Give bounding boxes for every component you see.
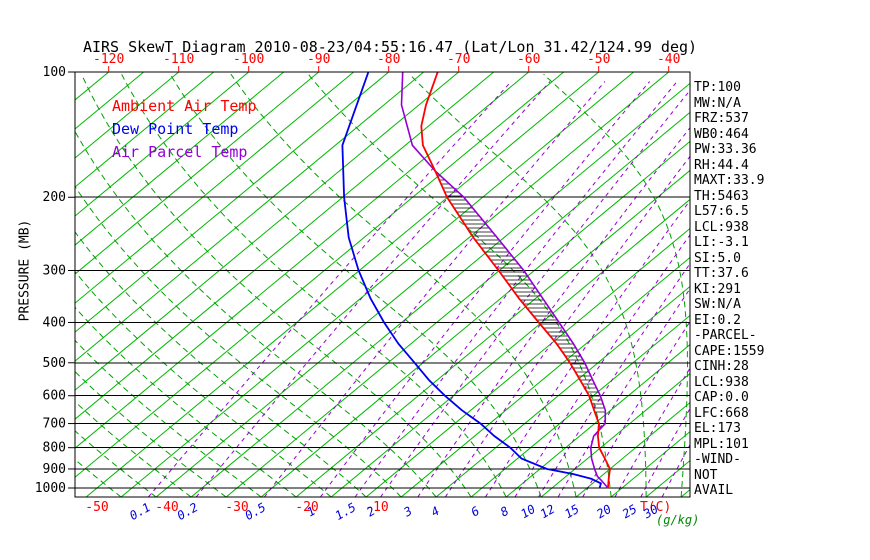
bottom-temp-tick-label: -50 <box>85 500 108 515</box>
mixing-ratio-tick-label: 10 <box>518 502 538 521</box>
index-line: TT:37.6 <box>694 266 749 281</box>
temp-unit-label: T(C) <box>640 500 671 515</box>
plot-border <box>74 71 691 498</box>
index-line: EL:173 <box>694 421 741 436</box>
mixing-ratio-tick-label: 6 <box>469 504 482 520</box>
bottom-temp-axis: -50 -40 -30 -20 -10 T(C) <box>85 500 671 515</box>
top-temp-tick-label: -100 <box>233 52 264 67</box>
index-line: RH:44.4 <box>694 157 749 173</box>
pressure-tick-label: 900 <box>43 462 66 477</box>
mixing-ratio-axis: 0.1 0.2 0.5 1 1.5 2 3 4 6 8 10 12 15 20 25 30(g/kg) <box>127 500 699 527</box>
top-temp-tick-label: -70 <box>447 52 470 67</box>
pressure-axis-label: PRESSURE (MB) <box>17 219 33 322</box>
index-line: FRZ:537 <box>694 111 749 126</box>
index-line: NOT <box>694 467 718 483</box>
pressure-tick-label: 500 <box>43 356 66 371</box>
parcel-curve <box>400 72 609 489</box>
index-line: LI:-3.1 <box>694 235 749 250</box>
index-line: PW:33.36 <box>694 142 757 157</box>
index-line: LCL:938 <box>694 374 749 390</box>
dewpoint-curve <box>341 72 602 489</box>
mixing-ratio-tick-label: 3 <box>401 504 415 520</box>
index-line: CAPE:1559 <box>694 343 765 359</box>
index-line: CAP:0.0 <box>694 390 749 405</box>
legend-item-1: Dew Point Temp <box>112 120 239 138</box>
index-line: SI:5.0 <box>694 250 741 266</box>
bottom-temp-tick-label: -30 <box>225 500 248 515</box>
pressure-tick-label: 400 <box>43 315 66 330</box>
mixing-ratio-tick-label: 8 <box>498 504 511 520</box>
pressure-axis: 100 200 300 400 500 600 700 800 900 1000 <box>35 65 75 496</box>
index-line: L57:6.5 <box>694 204 749 219</box>
index-line: TH:5463 <box>694 188 749 204</box>
cape-hatch <box>437 175 606 413</box>
index-line: MPL:101 <box>694 436 749 452</box>
mixing-ratio-tick-label: 1.5 <box>333 500 359 523</box>
index-line: LCL:938 <box>694 219 749 235</box>
index-line: TP:100 <box>694 80 741 95</box>
index-line: -PARCEL- <box>694 328 757 343</box>
mixing-ratio-tick-label: 0.1 <box>127 500 153 523</box>
top-temp-tick-label: -110 <box>163 52 194 67</box>
moist-adiabats <box>75 73 688 497</box>
mixing-ratio-lines <box>148 81 690 497</box>
mixing-ratio-tick-label: 30 <box>640 502 660 522</box>
chart-title: AIRS SkewT Diagram 2010-08-23/04:55:16.4… <box>82 38 698 56</box>
top-temp-tick-label: -50 <box>587 52 610 67</box>
index-line: EI:0.2 <box>694 312 741 328</box>
mixing-unit-label: (g/kg) <box>656 513 699 527</box>
legend-item-0: Ambient Air Temp <box>112 97 257 115</box>
pressure-tick-label: 700 <box>43 417 66 432</box>
top-temp-tick-label: -90 <box>307 52 330 67</box>
index-line: -WIND- <box>694 452 741 467</box>
index-line: MW:N/A <box>694 95 741 111</box>
bottom-temp-tick-label: -10 <box>365 500 388 515</box>
top-temp-tick-label: -40 <box>657 52 680 67</box>
temp-curve <box>420 72 611 489</box>
pressure-gridlines <box>75 72 690 489</box>
mixing-ratio-tick-label: 4 <box>429 504 442 520</box>
index-line: WB0:464 <box>694 126 749 142</box>
mixing-ratio-tick-label: 15 <box>562 502 582 521</box>
index-line: AVAIL <box>694 483 734 498</box>
index-line: SW:N/A <box>694 297 741 312</box>
index-line: KI:291 <box>694 281 741 297</box>
pressure-tick-label: 200 <box>43 190 66 205</box>
bottom-temp-tick-label: -40 <box>155 500 178 515</box>
mixing-ratio-tick-label: 20 <box>594 502 614 521</box>
pressure-tick-label: 1000 <box>35 481 66 496</box>
index-line: CINH:28 <box>694 359 749 374</box>
index-line: MAXT:33.9 <box>694 173 765 188</box>
index-line: LFC:668 <box>694 405 749 421</box>
top-temp-tick-label: -60 <box>517 52 540 67</box>
plot-area <box>75 72 690 497</box>
top-temp-axis: -120 -110 -100 -90 -80 -70 -60 -50 -40 <box>93 52 680 72</box>
top-temp-tick-label: -120 <box>93 52 124 67</box>
pressure-tick-label: 300 <box>43 263 66 278</box>
mixing-ratio-tick-label: 12 <box>538 502 558 521</box>
pressure-tick-label: 800 <box>43 441 66 456</box>
pressure-tick-label: 600 <box>43 389 66 404</box>
legend-item-2: Air Parcel Temp <box>112 143 248 161</box>
pressure-tick-label: 100 <box>43 65 66 80</box>
bottom-temp-tick-label: -20 <box>295 500 318 515</box>
indices-panel: TP:100 MW:N/A FRZ:537 WB0:464 PW:33.36 RH:44.… <box>694 80 764 499</box>
top-temp-tick-label: -80 <box>377 52 400 67</box>
mixing-ratio-tick-label: 25 <box>620 502 640 521</box>
legend: Ambient Air Temp Dew Point Temp Air Parcel… <box>112 95 257 164</box>
